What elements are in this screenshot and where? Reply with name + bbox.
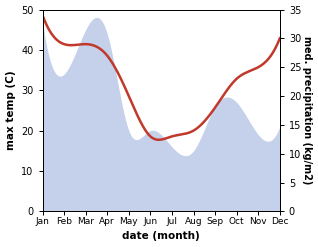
Y-axis label: med. precipitation (kg/m2): med. precipitation (kg/m2) — [302, 36, 313, 185]
Y-axis label: max temp (C): max temp (C) — [5, 71, 16, 150]
X-axis label: date (month): date (month) — [122, 231, 200, 242]
